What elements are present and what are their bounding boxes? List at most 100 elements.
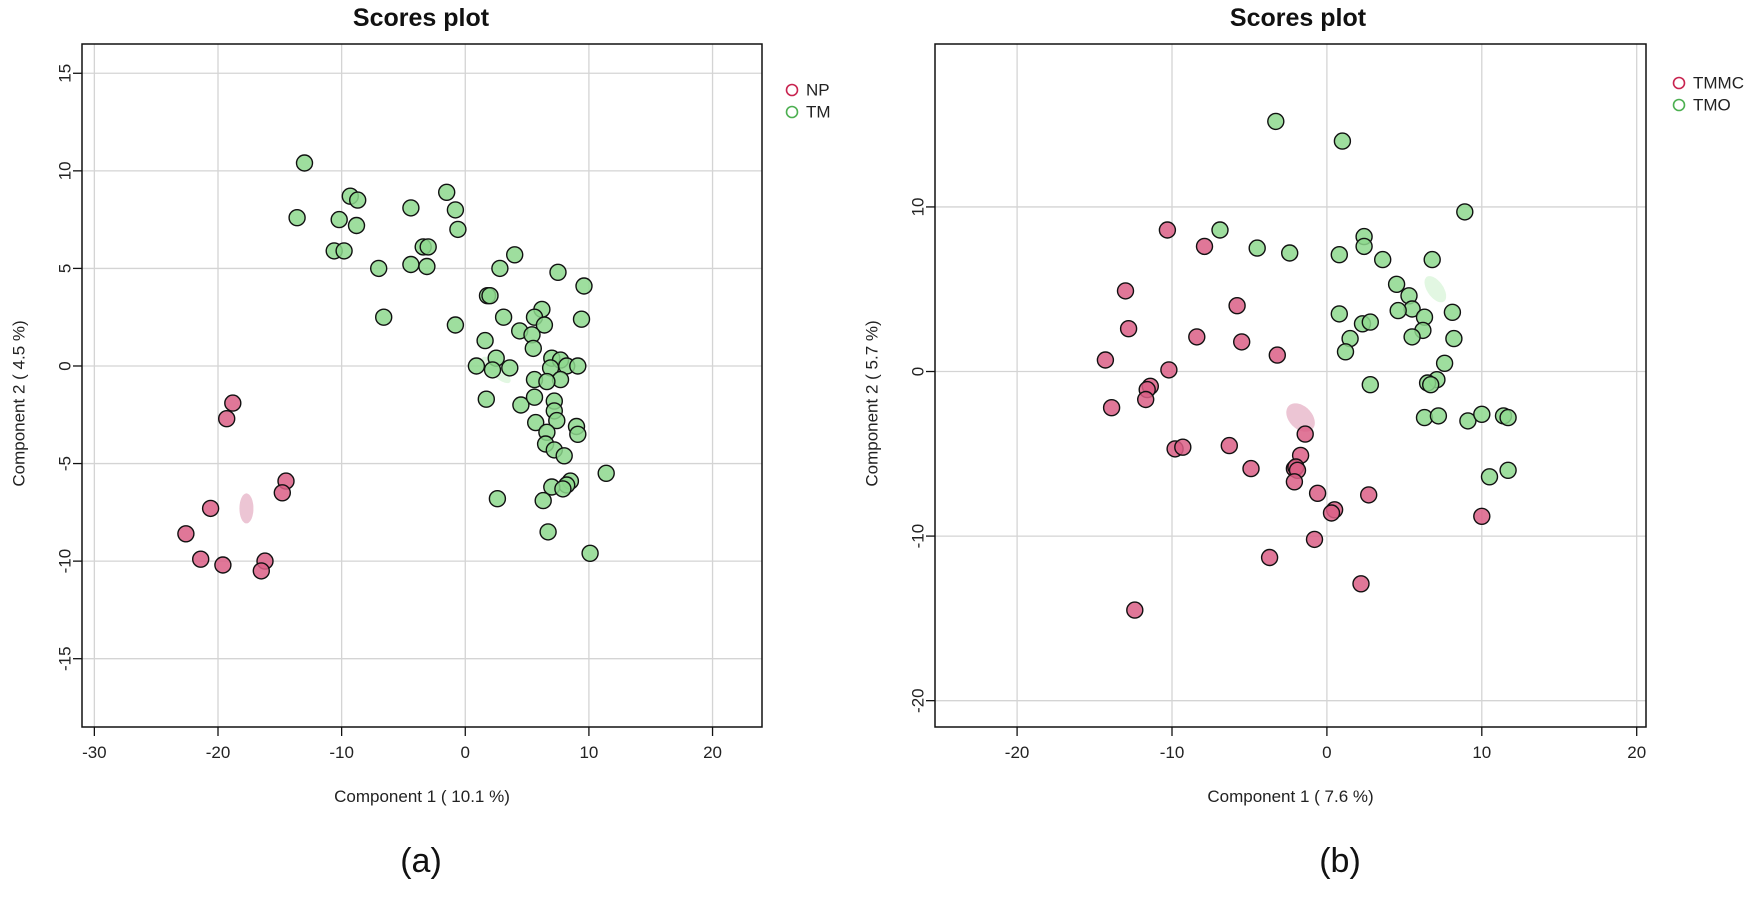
data-point-tmmc <box>1102 399 1121 417</box>
data-point-tmmc <box>1126 601 1144 619</box>
chart-title: Scores plot <box>353 4 490 32</box>
data-point-tmmc <box>1260 548 1279 567</box>
data-point-tm <box>438 183 456 202</box>
data-point-np <box>252 562 270 580</box>
y-tick-label: -20 <box>909 688 928 713</box>
x-tick-label: 10 <box>579 743 598 762</box>
data-point-tmo <box>1361 313 1380 331</box>
data-point-tm <box>555 447 573 465</box>
data-point-tm <box>295 154 314 172</box>
data-point-tm <box>370 259 388 278</box>
data-point-tm <box>527 413 545 432</box>
data-point-tm <box>330 210 348 229</box>
data-point-tmo <box>1330 305 1349 323</box>
data-point-tmmc <box>1228 297 1246 315</box>
data-point-tm <box>548 411 566 430</box>
scores-plot-panel-b: -20 -10 0 10 20 -20 -10 0 10 Scores plot Component… <box>863 4 1744 806</box>
legend-label-tmo: TMO <box>1693 96 1731 115</box>
data-point-tm <box>506 246 524 264</box>
data-point-tmmc <box>1158 221 1177 239</box>
legend-label-np: NP <box>806 81 830 100</box>
data-point-tm <box>402 199 420 217</box>
data-point-tm <box>569 425 587 443</box>
x-tick-label: -20 <box>206 743 231 762</box>
data-point-tm <box>488 490 507 508</box>
data-point-tmo <box>1211 221 1229 239</box>
data-point-tmmc <box>1195 237 1214 256</box>
data-point-tmo <box>1445 329 1463 348</box>
data-point-tm <box>335 242 353 260</box>
panel-label-a: (a) <box>400 842 442 880</box>
data-point-tmmc <box>1220 436 1239 455</box>
data-point-tmo <box>1361 376 1380 394</box>
x-tick-label: -10 <box>1160 743 1185 762</box>
data-point-tm <box>375 308 393 326</box>
data-point-tm <box>538 372 556 391</box>
data-point-tm <box>402 255 420 274</box>
x-tick-label: -10 <box>329 743 354 762</box>
data-point-tmo <box>1333 132 1352 150</box>
data-point-tm <box>349 191 367 209</box>
data-point-tmmc <box>1242 459 1260 478</box>
legend-label-tmmc: TMMC <box>1693 74 1744 93</box>
data-point-np <box>224 394 242 412</box>
data-point-tmmc <box>1473 507 1491 525</box>
data-point-tmmc <box>1119 320 1138 338</box>
data-point-tmo <box>1429 407 1448 425</box>
data-point-np <box>273 484 291 502</box>
data-point-np <box>177 525 195 543</box>
data-point-tmo <box>1499 461 1517 479</box>
confidence-ellipse-tmmc <box>1286 403 1315 432</box>
data-point-tm <box>483 361 502 379</box>
data-point-tm <box>501 359 519 377</box>
y-tick-label: 15 <box>56 64 75 83</box>
legend-marker-np <box>785 83 799 97</box>
data-point-tmmc <box>1136 390 1155 409</box>
data-point-tmmc <box>1174 438 1192 456</box>
data-point-tmo <box>1336 343 1355 361</box>
data-point-tmmc <box>1096 351 1115 369</box>
data-point-tm <box>554 480 572 498</box>
data-point-tmo <box>1330 245 1349 264</box>
data-point-tm <box>476 331 494 350</box>
x-tick-label: 20 <box>1627 743 1646 762</box>
data-point-np <box>217 410 236 428</box>
data-point-tmmc <box>1285 473 1304 491</box>
data-point-tm <box>477 390 495 408</box>
y-tick-label: -10 <box>909 524 928 549</box>
data-point-tmo <box>1499 408 1517 427</box>
data-point-tmo <box>1280 244 1299 262</box>
data-point-tmmc <box>1359 486 1378 504</box>
data-point-tm <box>525 388 544 406</box>
data-point-tmmc <box>1352 575 1370 593</box>
data-point-tmo <box>1459 412 1477 430</box>
data-point-tm <box>446 201 465 219</box>
x-tick-label: -20 <box>1005 743 1030 762</box>
data-point-tmmc <box>1160 361 1178 379</box>
data-point-tmo <box>1248 239 1266 257</box>
legend-marker-tmmc <box>1672 76 1686 90</box>
data-point-tm <box>534 491 552 510</box>
x-tick-label: 20 <box>703 743 722 762</box>
data-point-tmo <box>1456 203 1474 221</box>
data-point-tm <box>524 339 542 358</box>
data-point-tmo <box>1267 112 1285 131</box>
y-tick-label: 5 <box>56 264 75 273</box>
data-point-tm <box>581 544 599 562</box>
data-point-tm <box>419 238 437 256</box>
data-point-np <box>201 499 220 518</box>
data-point-tm <box>539 523 557 541</box>
x-axis-label: Component 1 ( 10.1 %) <box>334 787 510 806</box>
confidence-ellipse-tmo <box>1424 276 1447 303</box>
data-point-tmo <box>1387 275 1406 293</box>
data-point-tmmc <box>1308 484 1327 502</box>
data-point-tm <box>446 316 465 334</box>
data-point-tm <box>597 464 615 482</box>
data-point-tmmc <box>1322 504 1341 522</box>
data-point-tmo <box>1473 405 1491 423</box>
y-tick-label: 10 <box>56 161 75 180</box>
x-tick-label: -30 <box>82 743 107 762</box>
legend-marker-tm <box>785 105 799 119</box>
data-point-tmmc <box>1296 425 1314 443</box>
